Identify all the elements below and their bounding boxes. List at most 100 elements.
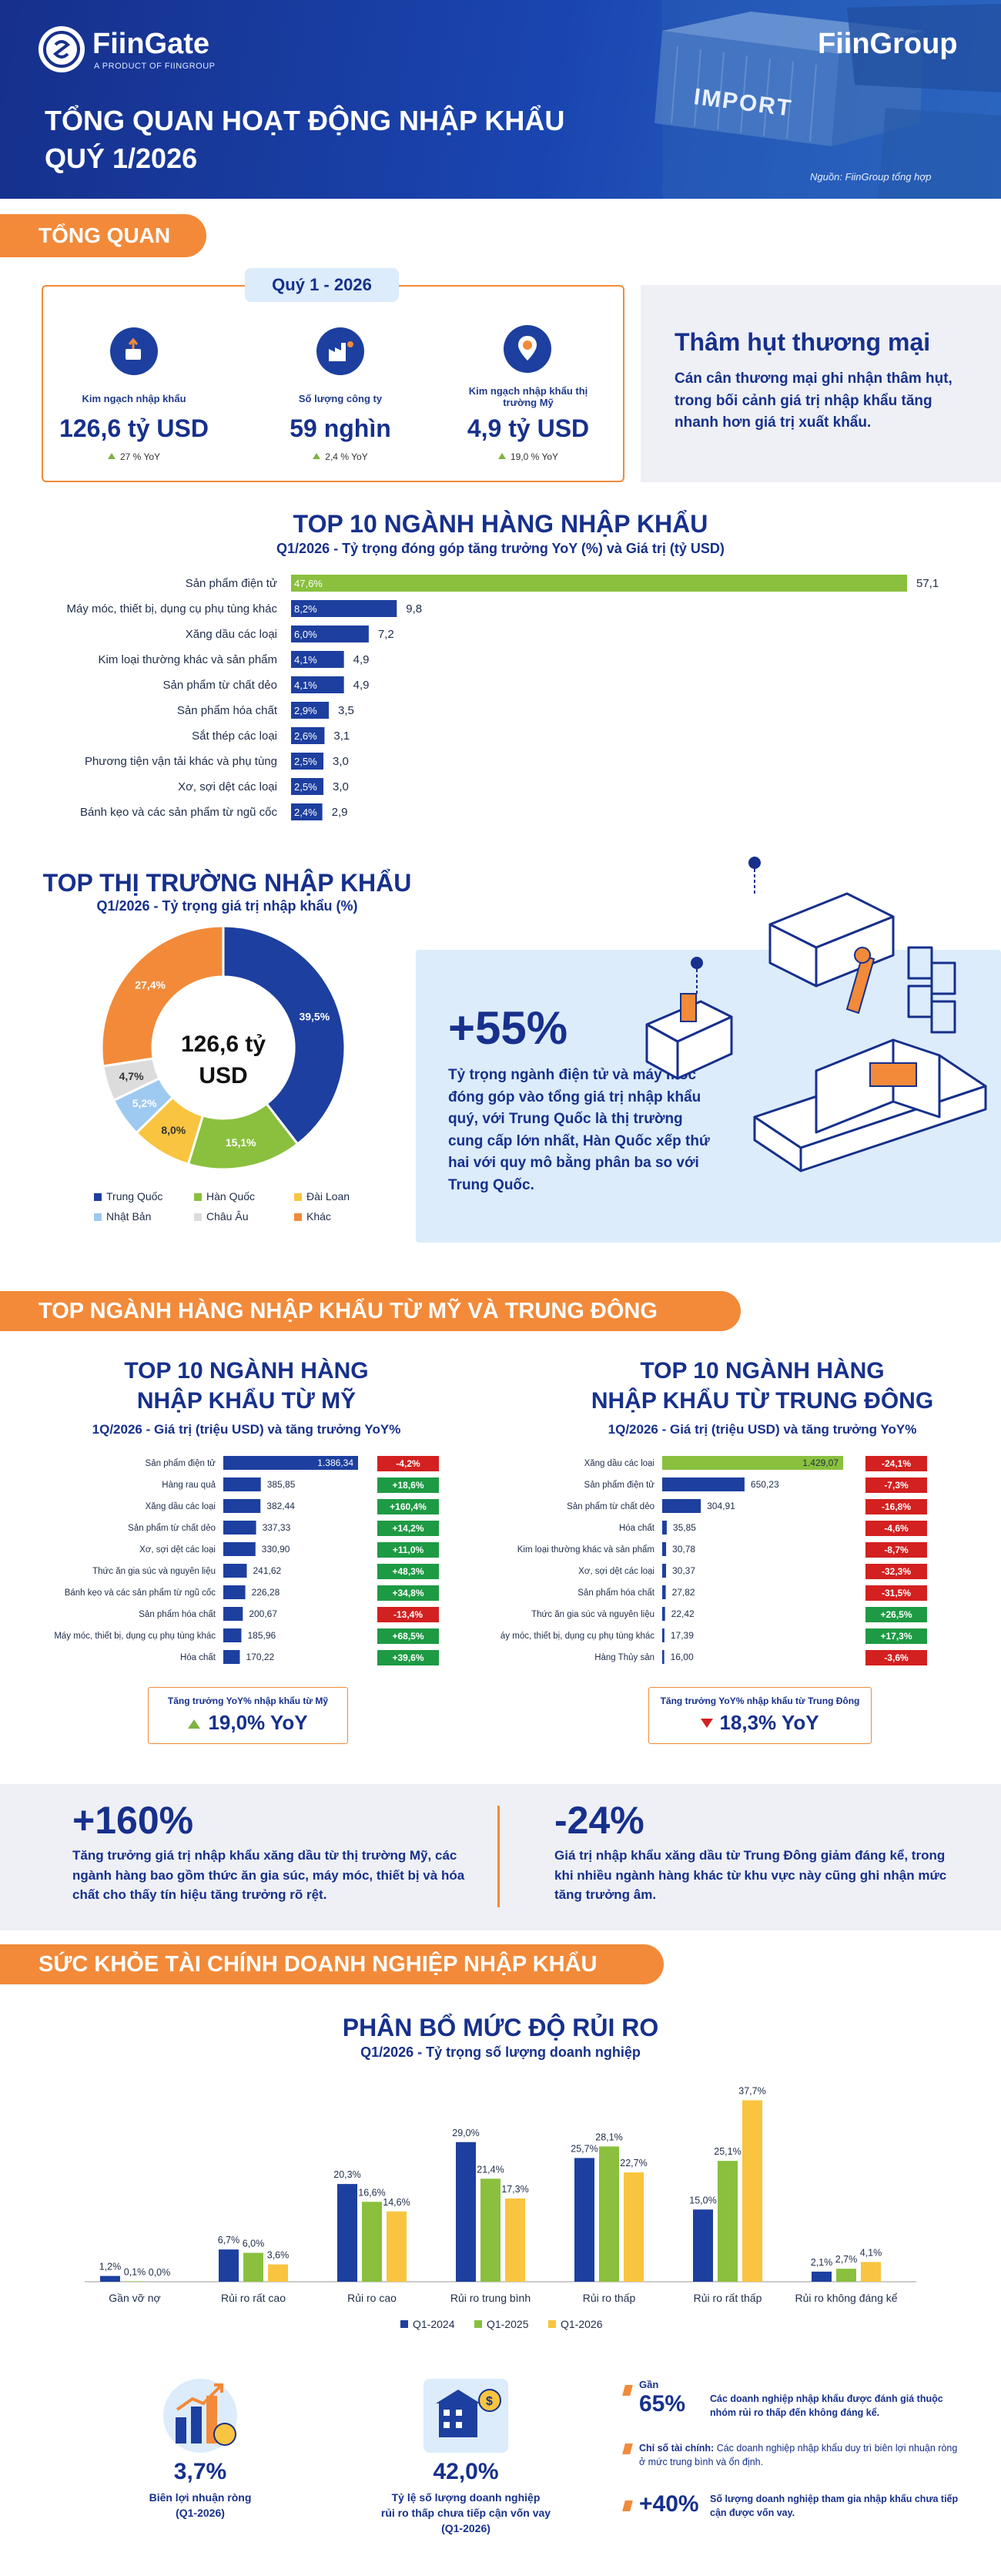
risk-bar: [125, 2281, 145, 2282]
category-label: Bánh kẹo và các sản phẩm từ ngũ cốc: [80, 806, 278, 819]
value-label: 57,1: [916, 577, 939, 590]
kpi-yoy-text: 19,0 % YoY: [510, 451, 559, 462]
yoy-label: +17,3%: [880, 1631, 912, 1642]
legend-swatch: [400, 2320, 408, 2328]
category-label: Hóa chất: [619, 1524, 655, 1533]
risk-bar-label: 22,7%: [620, 2158, 647, 2168]
yoy-label: +11,0%: [393, 1545, 424, 1555]
me-yoy-value-text: 18,3% YoY: [719, 1711, 819, 1734]
yoy-label: -16,8%: [882, 1501, 911, 1512]
risk-bar-label: 15,0%: [689, 2195, 716, 2205]
risk-bar-label: 28,1%: [595, 2132, 622, 2142]
markets-subtitle: Q1/2026 - Tỷ trọng giá trị nhập khẩu (%): [96, 898, 358, 914]
bank-loan-icon: $: [424, 2379, 508, 2453]
category-label: Sắt thép các loại: [192, 730, 277, 743]
note2-bold: Chỉ số tài chính:: [639, 2443, 715, 2454]
risk-bar: [100, 2276, 120, 2282]
category-label: Sản phẩm từ chất dẻo: [567, 1502, 654, 1511]
category-label: Sản phẩm điện tử: [146, 1459, 216, 1468]
bar: [291, 600, 397, 617]
value-label: 9,8: [406, 602, 422, 615]
kpi-label-us-market: Kim ngạch nhập khẩu thị trường Mỹ: [468, 385, 588, 408]
yoy-badge: [865, 1650, 927, 1665]
risk-bar-label: 0,1%: [124, 2266, 146, 2277]
category-label: Sản phẩm điện tử: [584, 1481, 655, 1490]
category-label: Xăng dầu các loại: [146, 1502, 216, 1511]
risk-bar-label: 25,7%: [571, 2143, 598, 2154]
us-yoy-box-label: Tăng trưởng YoY% nhập khẩu từ Mỹ: [167, 1696, 329, 1706]
markets-donut-chart: 39,5% 15,1% 8,0% 5,2% 4,7% 27,4% Trung Quốc Hàn…: [94, 924, 350, 1223]
note1-value: 65%: [639, 2391, 686, 2417]
svg-text:$: $: [486, 2395, 493, 2408]
yoy-label: +160,4%: [390, 1501, 427, 1512]
legend-swatch: [194, 1213, 202, 1221]
net-margin-period: (Q1-2026): [176, 2507, 225, 2519]
yoy-badge: [865, 1564, 927, 1579]
bar: [223, 1499, 261, 1513]
legend-label: Châu Âu: [206, 1210, 248, 1223]
contribution-label: 2,9%: [294, 705, 317, 716]
me-chart-title: TOP 10 NGÀNH HÀNG NHẬP KHẨU TỪ TRUNG ĐÔN…: [562, 1356, 962, 1416]
value-label: 7,2: [378, 628, 394, 641]
highlight-text: Tỷ trọng ngành điện tử và máy móc đóng g…: [448, 1067, 710, 1193]
risk-bar-label: 2,1%: [811, 2257, 833, 2268]
yoy-badge: [377, 1542, 439, 1558]
net-margin-value: 3,7%: [173, 2459, 227, 2484]
risk-bar-label: 21,4%: [477, 2164, 504, 2175]
markets-title: TOP THỊ TRƯỜNG NHẬP KHẨU: [42, 869, 412, 897]
yoy-label: +18,6%: [392, 1480, 424, 1491]
value-label: 650,23: [751, 1479, 779, 1490]
category-label: Sản phẩm từ chất dẻo: [128, 1524, 216, 1533]
yoy-badge: [377, 1478, 439, 1493]
down-arrow-icon: [701, 1719, 714, 1728]
unfunded-ratio-period: (Q1-2026): [441, 2522, 490, 2534]
risk-bar-label: 6,7%: [218, 2235, 240, 2246]
yoy-label: -24,1%: [882, 1458, 911, 1469]
me-yoy-box-label: Tăng trưởng YoY% nhập khẩu từ Trung Đông: [660, 1696, 860, 1706]
us-insight-text: Tăng trưởng giá trị nhập khẩu xăng dầu t…: [72, 1848, 465, 1902]
me-chart-subtitle: 1Q/2026 - Giá trị (triệu USD) và tăng tr…: [608, 1422, 917, 1437]
risk-category-label: Rủi ro thấp: [583, 2292, 636, 2304]
unfunded-ratio-value: 42,0%: [433, 2459, 499, 2484]
yoy-badge: [865, 1478, 927, 1493]
legend-swatch: [194, 1193, 202, 1201]
kpi-yoy-company-count: 2,4 % YoY: [271, 451, 410, 462]
kpi-value-company-count: 59 nghìn: [290, 414, 391, 442]
yoy-label: -4,6%: [884, 1523, 909, 1534]
us-market-icon: [504, 325, 551, 373]
section-label-us-middle-east: TOP NGÀNH HÀNG NHẬP KHẨU TỪ MỸ VÀ TRUNG …: [0, 1291, 741, 1331]
category-label: Thức ăn gia súc và nguyên liệu: [531, 1610, 654, 1619]
contribution-label: 2,4%: [294, 807, 317, 818]
risk-category-label: Rủi ro rất cao: [221, 2292, 286, 2304]
value-label: 170,22: [246, 1652, 274, 1662]
category-label: Máy móc, thiết bị, dụng cụ phụ tùng khác: [67, 602, 278, 615]
risk-bar: [387, 2211, 407, 2282]
value-label: 1.429,07: [802, 1457, 839, 1468]
value-label: 226,28: [252, 1587, 280, 1598]
value-label: 35,85: [673, 1522, 696, 1533]
section-label-overview: TỔNG QUAN: [0, 214, 206, 257]
me-title-line1: TOP 10 NGÀNH HÀNG: [640, 1358, 885, 1384]
us-title-line1: TOP 10 NGÀNH HÀNG: [124, 1358, 369, 1384]
bar: [662, 1499, 701, 1513]
risk-bar: [718, 2161, 738, 2282]
risk-bar: [624, 2172, 644, 2282]
yoy-badge: [377, 1585, 439, 1601]
logo-tagline: A PRODUCT OF FIINGROUP: [94, 62, 216, 71]
header-art: IMPORT: [654, 0, 1001, 199]
risk-bar: [268, 2264, 288, 2282]
category-label: Xăng dầu các loại: [584, 1459, 654, 1468]
quarter-tab: Quý 1 - 2026: [245, 268, 399, 302]
risk-bar-label: 17,3%: [501, 2184, 528, 2195]
risk-chart-title: PHÂN BỔ MỨC ĐỘ RỦI RO: [342, 2014, 659, 2041]
bar: [662, 1585, 666, 1599]
value-label: 17,39: [671, 1630, 694, 1641]
value-label: 304,91: [707, 1501, 735, 1511]
risk-bar: [480, 2179, 500, 2282]
me-yoy-box-value: 18,3% YoY: [649, 1711, 871, 1735]
yoy-label: -4,2%: [396, 1458, 420, 1469]
category-label: Máy móc, thiết bị, dụng cụ phụ tùng khác: [54, 1632, 216, 1641]
me-bar-chart: Xăng dầu các loại 1.429,07 -24,1% Sản phẩm …: [500, 1456, 927, 1665]
me-insight-value: -24%: [554, 1799, 644, 1842]
yoy-badge: [377, 1628, 439, 1644]
